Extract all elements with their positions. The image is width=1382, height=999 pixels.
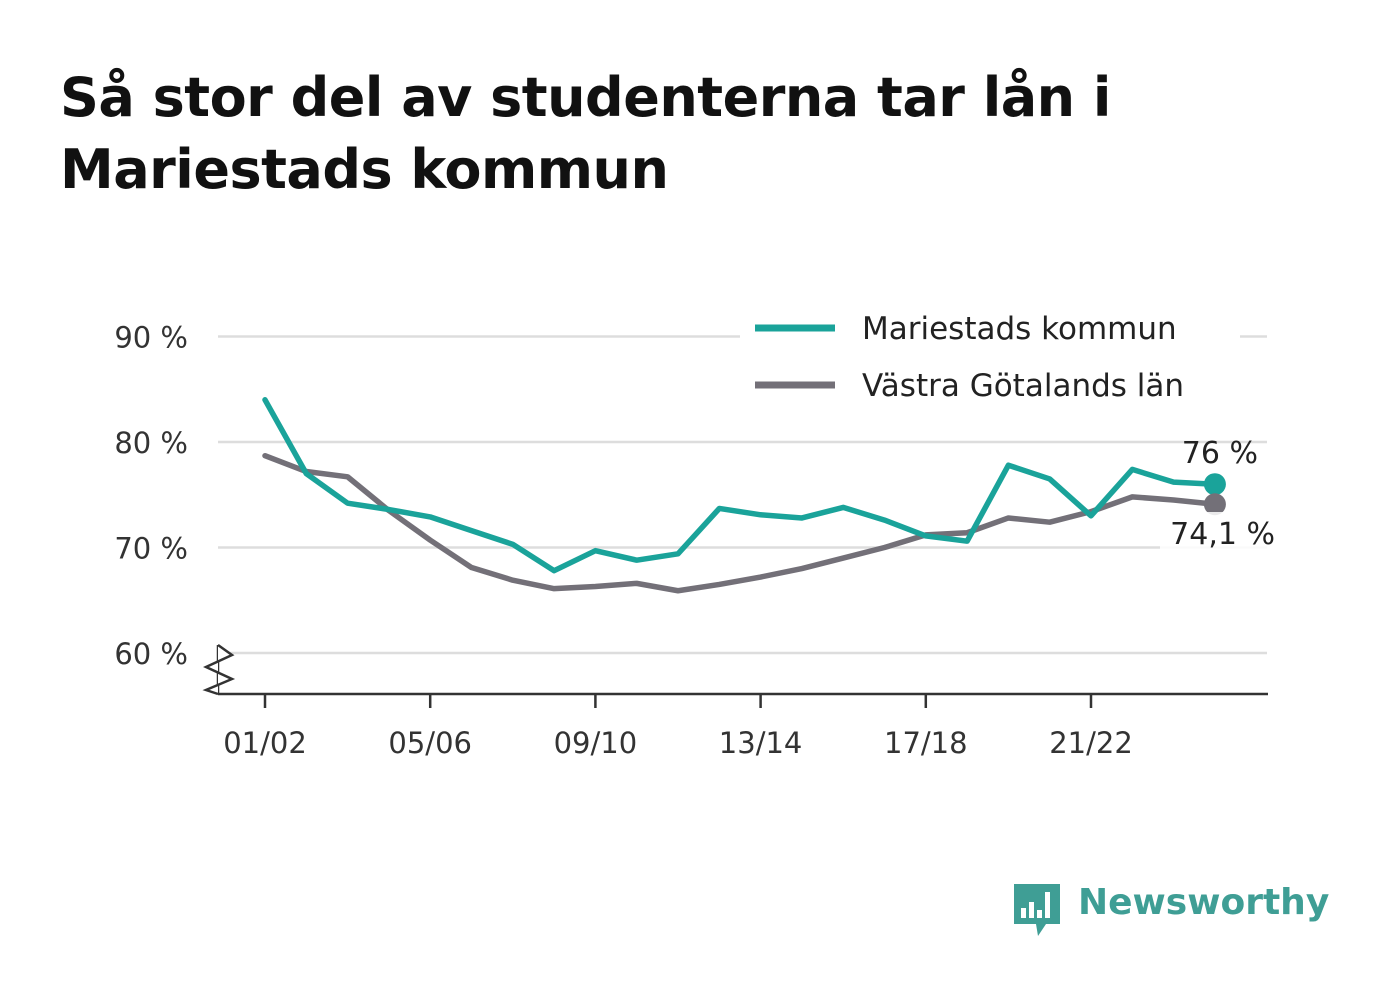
logo-text: Newsworthy (1078, 882, 1330, 923)
series-line-1 (262, 452, 1218, 594)
y-tick-label: 70 % (114, 532, 188, 566)
end-label-background (1160, 512, 1278, 550)
y-axis-tick-labels: 60 % 70 % 80 % 90 % (114, 321, 188, 672)
legend-label: Västra Götalands län (862, 368, 1184, 404)
series-line-0 (262, 397, 1218, 574)
end-labels: 76 % 74,1 % (1160, 436, 1278, 552)
series-lines (262, 397, 1226, 594)
x-tick-label: 21/22 (1049, 726, 1133, 760)
axis-break-icon (202, 643, 236, 696)
x-tick-label: 17/18 (884, 726, 968, 760)
bar-chart-speech-bubble-icon (1014, 884, 1060, 936)
legend-label: Mariestads kommun (862, 311, 1177, 347)
axes (202, 643, 1268, 696)
legend-background (740, 306, 1240, 416)
x-tick-label: 05/06 (388, 726, 472, 760)
y-tick-label: 80 % (114, 426, 188, 460)
end-label-vastra-gotaland: 74,1 % (1170, 517, 1275, 552)
end-label-mariestad: 76 % (1182, 436, 1258, 471)
end-point-marker (1203, 473, 1226, 496)
x-tick-label: 13/14 (719, 726, 803, 760)
chart-title: Så stor del av studenterna tar lån i Mar… (60, 66, 1111, 201)
legend: Mariestads kommun Västra Götalands län (740, 306, 1240, 416)
end-point-marker (1203, 493, 1226, 516)
x-axis-ticks: 01/02 05/06 09/10 13/14 17/18 21/22 (223, 694, 1133, 760)
x-tick-label: 01/02 (223, 726, 307, 760)
y-tick-label: 60 % (114, 637, 188, 671)
y-tick-label: 90 % (114, 321, 188, 355)
newsworthy-logo[interactable]: Newsworthy (1010, 878, 1330, 942)
x-tick-label: 09/10 (554, 726, 638, 760)
